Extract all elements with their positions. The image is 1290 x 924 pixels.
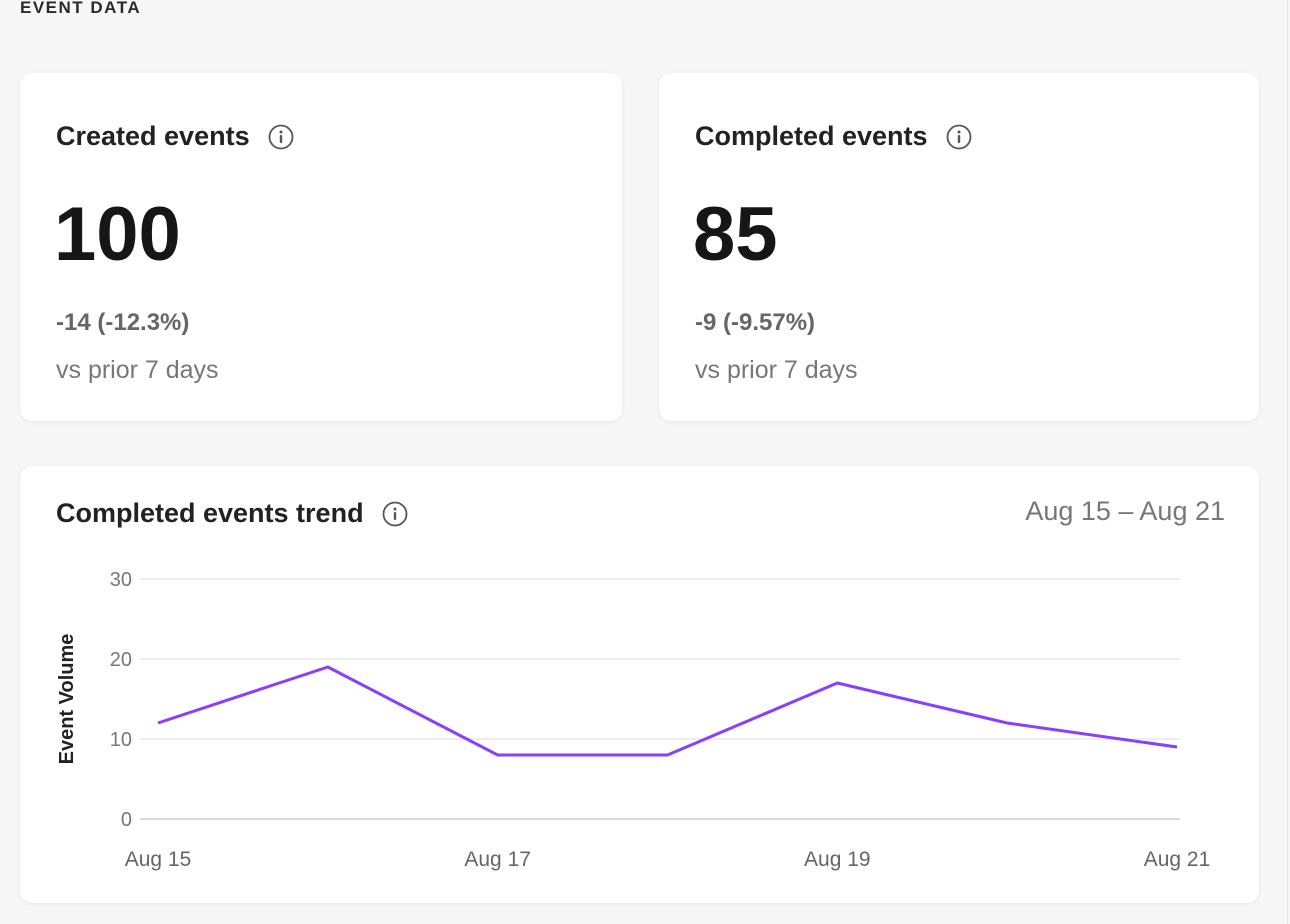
trend-title: Completed events trend bbox=[56, 498, 364, 528]
completed-events-title: Completed events bbox=[695, 121, 928, 151]
completed-events-value: 85 bbox=[693, 192, 778, 277]
comparison-label: vs prior 7 days bbox=[56, 356, 219, 384]
completed-events-card: Completed events 85 -9 (-9.57%) vs prior… bbox=[659, 73, 1259, 421]
created-events-value: 100 bbox=[54, 192, 181, 277]
trend-card: Completed events trend Aug 15 – Aug 21 bbox=[20, 466, 1259, 903]
completed-events-delta: -9 (-9.57%) bbox=[695, 309, 816, 336]
card-title: Completed events trend bbox=[56, 498, 408, 529]
card-title: Completed events bbox=[695, 121, 972, 152]
comparison-label: vs prior 7 days bbox=[695, 356, 858, 384]
info-icon[interactable] bbox=[268, 124, 294, 150]
created-events-delta: -14 (-12.3%) bbox=[56, 309, 190, 336]
card-title: Created events bbox=[56, 121, 294, 152]
info-icon[interactable] bbox=[946, 124, 972, 150]
created-events-title: Created events bbox=[56, 121, 250, 151]
date-range: Aug 15 – Aug 21 bbox=[1025, 496, 1225, 526]
divider bbox=[1287, 0, 1288, 924]
info-icon[interactable] bbox=[382, 501, 408, 527]
created-events-card: Created events 100 -14 (-12.3%) vs prior… bbox=[20, 73, 622, 421]
section-title: EVENT DATA bbox=[20, 0, 142, 17]
